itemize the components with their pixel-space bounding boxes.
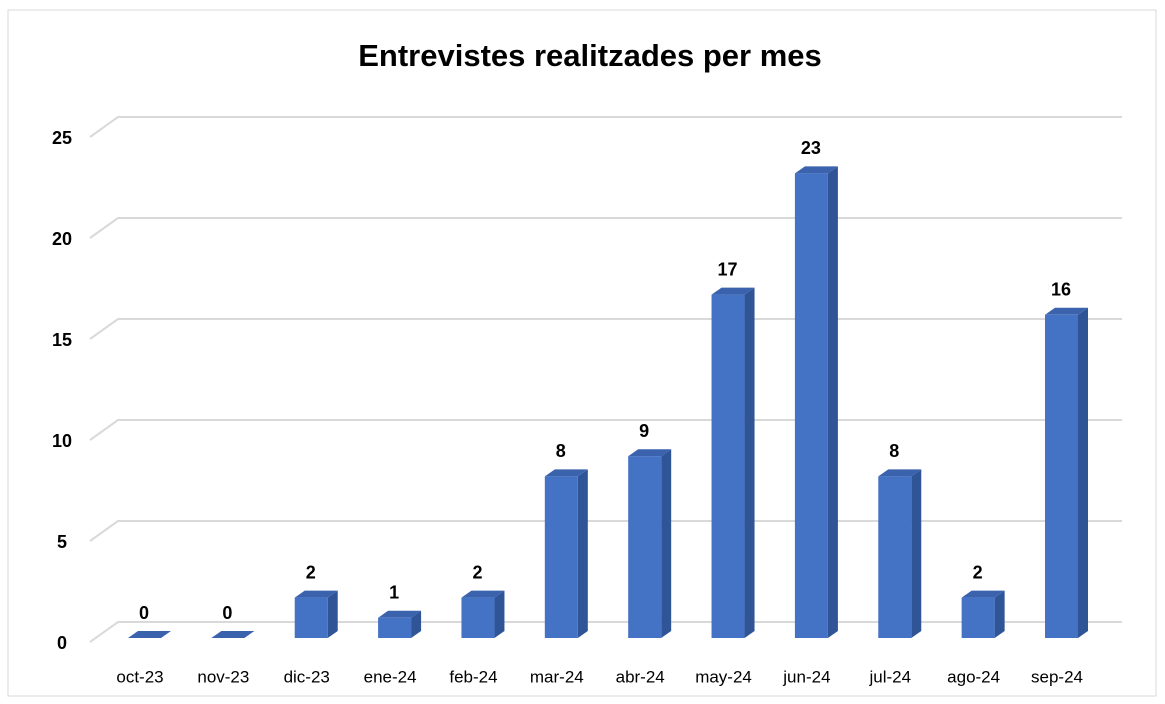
- x-tick-label: abr-24: [616, 667, 665, 686]
- y-tick-label: 20: [52, 229, 72, 249]
- data-label: 2: [973, 562, 983, 582]
- bar-top: [544, 469, 588, 477]
- bar-front: [544, 476, 578, 638]
- y-tick-label: 10: [52, 431, 72, 451]
- grid-line: [89, 419, 1122, 441]
- bar-side: [494, 590, 505, 638]
- bar-front: [628, 456, 662, 638]
- y-tick-label: 15: [52, 330, 72, 350]
- bar-front: [961, 597, 995, 638]
- grid-line: [89, 621, 1122, 643]
- bar-side: [661, 449, 672, 638]
- data-label: 1: [389, 583, 399, 603]
- x-tick-label: sep-24: [1031, 667, 1083, 686]
- x-tick-label: jul-24: [868, 667, 911, 686]
- bar-top: [378, 610, 422, 618]
- bar-front: [461, 597, 495, 638]
- data-label: 9: [639, 421, 649, 441]
- bar: [378, 610, 422, 638]
- bar: [1045, 307, 1088, 638]
- bar-front: [378, 617, 412, 638]
- data-label: 0: [222, 603, 232, 623]
- data-label: 2: [472, 562, 482, 582]
- bar: [628, 449, 672, 638]
- bar-front: [1045, 314, 1078, 638]
- x-tick-label: oct-23: [116, 667, 163, 686]
- bar-side: [911, 469, 922, 638]
- data-label: 17: [718, 259, 738, 279]
- data-label: 16: [1051, 280, 1071, 300]
- x-tick-label: nov-23: [197, 667, 249, 686]
- bar: [961, 590, 1005, 638]
- bar-top: [878, 469, 922, 477]
- x-tick-label: may-24: [695, 667, 752, 686]
- bar: [711, 287, 755, 638]
- bar: [128, 631, 171, 638]
- bar: [794, 166, 838, 638]
- grid-line: [89, 318, 1122, 340]
- data-label: 0: [139, 603, 149, 623]
- bar-top: [628, 449, 672, 457]
- bar-side: [827, 166, 838, 638]
- x-tick-label: feb-24: [449, 667, 497, 686]
- bar-top: [1045, 307, 1088, 315]
- bar-front: [294, 597, 328, 638]
- bar-top: [294, 590, 338, 598]
- x-tick-label: dic-23: [284, 667, 330, 686]
- bar-front: [794, 173, 828, 638]
- data-label: 23: [801, 138, 821, 158]
- bar-side: [577, 469, 588, 638]
- bar: [211, 631, 255, 638]
- bar-side: [744, 287, 755, 638]
- y-tick-label: 5: [57, 532, 67, 552]
- bar-top: [128, 631, 171, 638]
- x-tick-label: mar-24: [530, 667, 584, 686]
- bar-side: [327, 590, 338, 638]
- bar: [878, 469, 922, 638]
- bar-side: [411, 610, 422, 638]
- data-label: 2: [306, 562, 316, 582]
- data-label: 8: [556, 441, 566, 461]
- chart-title: Entrevistes realitzades per mes: [358, 38, 822, 73]
- grid-line: [89, 520, 1122, 542]
- grid-line: [89, 217, 1122, 239]
- grid-line: [89, 116, 1122, 138]
- bar-top: [961, 590, 1005, 598]
- data-label: 8: [889, 441, 899, 461]
- bar: [461, 590, 505, 638]
- y-tick-label: 0: [57, 633, 67, 653]
- bar-side: [994, 590, 1005, 638]
- bar-top: [711, 287, 755, 295]
- x-tick-label: ene-24: [364, 667, 417, 686]
- bar: [544, 469, 588, 638]
- bar: [294, 590, 338, 638]
- bar-front: [711, 294, 745, 638]
- bar-top: [794, 166, 838, 174]
- bar-side: [1078, 307, 1088, 638]
- x-tick-label: ago-24: [947, 667, 1000, 686]
- y-tick-label: 25: [52, 128, 72, 148]
- bar-top: [211, 631, 255, 638]
- bar-front: [878, 476, 912, 638]
- x-tick-label: jun-24: [782, 667, 830, 686]
- bar-top: [461, 590, 505, 598]
